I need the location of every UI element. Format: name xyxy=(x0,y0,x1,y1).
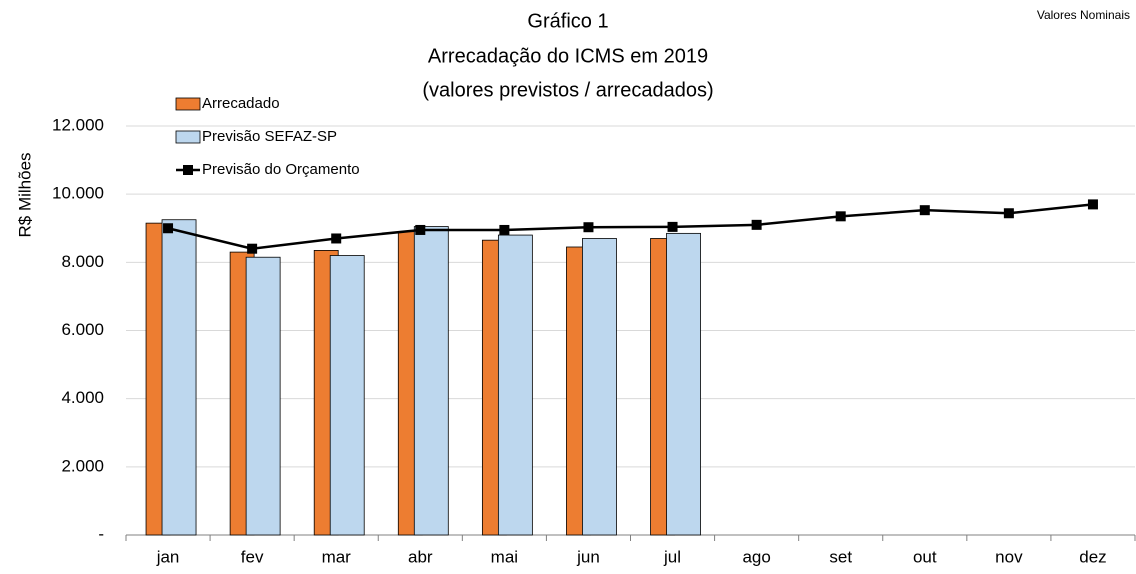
x-tick-label: set xyxy=(829,547,852,566)
x-tick-label: nov xyxy=(995,547,1023,566)
x-tick-label: abr xyxy=(408,547,433,566)
x-tick-label: jun xyxy=(576,547,600,566)
bar xyxy=(329,255,365,536)
y-tick-label: 10.000 xyxy=(52,184,104,203)
marker xyxy=(499,224,510,235)
legend-label: Arrecadado xyxy=(202,95,280,112)
marker xyxy=(751,219,762,230)
marker xyxy=(919,205,930,216)
marker xyxy=(331,233,342,244)
x-tick-label: ago xyxy=(742,547,770,566)
x-tick-label: dez xyxy=(1079,547,1106,566)
y-axis-label: R$ Milhões xyxy=(15,152,34,237)
chart-title: (valores previstos / arrecadados) xyxy=(422,79,713,101)
x-tick-label: fev xyxy=(241,547,264,566)
marker xyxy=(247,243,258,254)
y-tick-label: 8.000 xyxy=(61,252,104,271)
x-tick-label: jul xyxy=(663,547,681,566)
bar xyxy=(413,226,449,536)
bar xyxy=(245,256,281,536)
marker xyxy=(415,224,426,235)
x-tick-label: out xyxy=(913,547,937,566)
y-tick-label: 2.000 xyxy=(61,456,104,475)
marker xyxy=(667,221,678,232)
legend-swatch xyxy=(183,165,193,175)
y-tick-label: 6.000 xyxy=(61,320,104,339)
marker xyxy=(583,222,594,233)
chart-title: Arrecadação do ICMS em 2019 xyxy=(428,45,708,67)
x-tick-label: mai xyxy=(491,547,518,566)
chart-title: Gráfico 1 xyxy=(527,10,608,32)
x-tick-label: jan xyxy=(156,547,180,566)
note: Valores Nominais xyxy=(1037,8,1130,22)
legend-swatch xyxy=(175,130,201,144)
bar xyxy=(582,238,617,536)
marker xyxy=(163,223,174,234)
y-tick-label: 4.000 xyxy=(61,388,104,407)
legend-swatch xyxy=(175,97,201,111)
x-tick-label: mar xyxy=(322,547,352,566)
y-tick-label: 12.000 xyxy=(52,115,104,134)
legend-label: Previsão SEFAZ-SP xyxy=(202,128,337,145)
y-tick-label: - xyxy=(98,524,104,543)
marker xyxy=(1003,208,1014,219)
bar xyxy=(161,219,197,536)
line xyxy=(167,203,1094,250)
marker xyxy=(835,211,846,222)
bar xyxy=(497,234,533,536)
marker xyxy=(1087,199,1098,210)
bar xyxy=(666,232,701,536)
legend-label: Previsão do Orçamento xyxy=(202,161,360,178)
